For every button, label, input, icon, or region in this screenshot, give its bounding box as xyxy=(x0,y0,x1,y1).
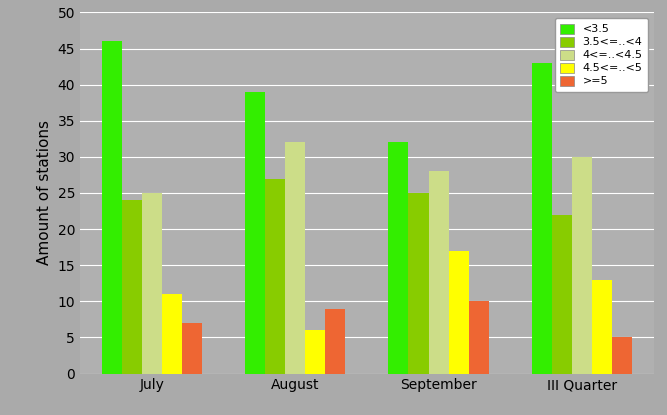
Bar xyxy=(428,171,449,374)
Legend: <3.5, 3.5<=..<4, 4<=..<4.5, 4.5<=..<5, >=5: <3.5, 3.5<=..<4, 4<=..<4.5, 4.5<=..<5, >… xyxy=(555,18,648,92)
Bar xyxy=(408,193,428,374)
Bar xyxy=(532,63,552,374)
Y-axis label: Amount of stations: Amount of stations xyxy=(37,120,52,266)
Bar xyxy=(265,178,285,374)
Bar xyxy=(245,92,265,374)
Bar xyxy=(469,301,489,374)
Bar xyxy=(592,280,612,374)
Bar xyxy=(612,337,632,374)
Bar xyxy=(388,142,408,374)
Bar xyxy=(141,193,162,374)
Bar xyxy=(572,157,592,374)
Bar xyxy=(325,308,346,374)
Bar xyxy=(552,215,572,374)
Bar xyxy=(182,323,202,374)
Bar xyxy=(305,330,325,374)
Bar xyxy=(121,200,141,374)
Bar xyxy=(162,294,182,374)
Bar xyxy=(285,142,305,374)
Bar xyxy=(449,251,469,374)
Bar xyxy=(101,42,121,374)
